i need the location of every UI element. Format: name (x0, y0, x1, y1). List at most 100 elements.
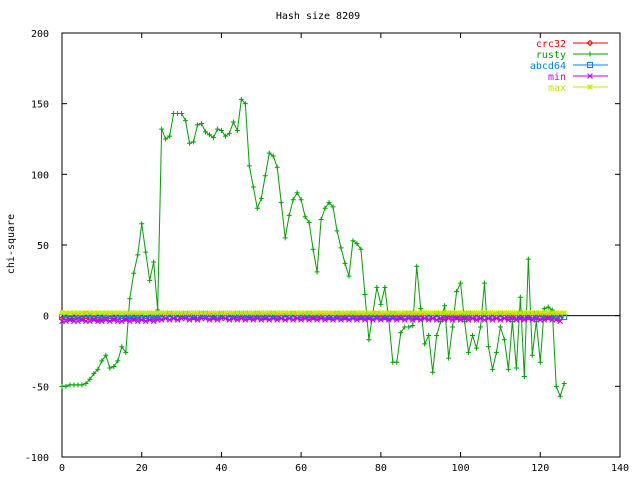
series-max-point (67, 309, 73, 316)
series-min-point (397, 315, 404, 322)
series-min-point (126, 318, 133, 325)
series-max-point (374, 309, 380, 316)
series-rusty-point (87, 376, 93, 382)
series-max-point (366, 309, 372, 316)
series-min-point (134, 318, 141, 325)
series-rusty-point (302, 214, 308, 220)
series-min-point (170, 315, 177, 322)
series-min-point (186, 317, 193, 323)
series-max-point (118, 309, 125, 316)
series-max-point (182, 309, 189, 316)
series-max-point (389, 309, 396, 316)
series-max-point (75, 309, 81, 316)
series-rusty-point (466, 349, 472, 355)
series-max-point (557, 309, 564, 316)
series-rusty-point (91, 371, 97, 377)
series-min-point (457, 317, 464, 323)
series-min-point (67, 317, 73, 323)
series-rusty-point (119, 344, 125, 350)
series-max-point (122, 309, 129, 316)
series-min-point (453, 315, 460, 322)
series-rusty-point (290, 197, 296, 203)
series-rusty-point (553, 383, 559, 389)
series-rusty-point (529, 352, 535, 358)
series-min-point (166, 317, 173, 323)
x-tick-label: 20 (136, 463, 148, 474)
series-max-point (278, 309, 285, 316)
series-rusty-point (398, 330, 404, 336)
series-rusty-point (163, 136, 169, 142)
legend-marker-min (587, 73, 593, 79)
series-max-point (497, 309, 504, 316)
legend-label-crc32: crc32 (536, 39, 566, 50)
x-tick-label: 80 (375, 463, 387, 474)
series-rusty-point (485, 344, 491, 350)
series-min-point (150, 318, 157, 325)
series-rusty-point (378, 301, 384, 307)
series-rusty-point (206, 132, 212, 138)
series-rusty-point (111, 364, 117, 370)
series-max-point (91, 309, 97, 316)
series-max-point (202, 309, 209, 316)
series-rusty-point (127, 296, 133, 302)
series-rusty-point (202, 129, 208, 135)
series-max-point (87, 309, 93, 316)
series-max-point (405, 309, 412, 316)
series-max-point (529, 309, 536, 316)
series-rusty-point (151, 259, 157, 265)
series-min-point (174, 317, 181, 323)
series-max-point (134, 309, 141, 316)
series-min-point (118, 318, 125, 325)
series-max-point (63, 309, 69, 316)
series-max-point (362, 309, 368, 316)
series-rusty-point (350, 238, 356, 244)
series-rusty-point (545, 304, 551, 310)
series-max-point (146, 309, 153, 316)
legend-label-min: min (548, 72, 566, 83)
series-max-point (378, 309, 384, 316)
series-min-point (346, 317, 352, 323)
series-max-point (194, 309, 201, 316)
x-tick-label: 100 (452, 463, 470, 474)
series-max-point (437, 309, 444, 316)
series-max-point (59, 309, 65, 316)
series-rusty-point (103, 352, 109, 358)
series-min-point (393, 317, 400, 323)
series-max-point (517, 309, 524, 316)
plot-frame (61, 32, 621, 458)
series-min-point (282, 317, 289, 323)
series-max-point (413, 309, 420, 316)
series-rusty-point (115, 358, 121, 364)
series-max-point (461, 309, 468, 316)
series-rusty-point (474, 345, 480, 351)
series-max-point (230, 309, 237, 316)
series-min-point (286, 315, 293, 322)
series-max-point (71, 309, 77, 316)
series-min-point (102, 317, 109, 323)
series-max-point (178, 309, 185, 316)
series-rusty-point (147, 277, 153, 283)
series-max-point (537, 309, 544, 316)
series-min-point (298, 317, 304, 323)
series-min-point (258, 317, 265, 323)
series-min-point (389, 315, 396, 322)
series-rusty-point (95, 366, 101, 372)
series-min-point (553, 317, 560, 323)
series-min-point (354, 317, 360, 323)
series-rusty-point (318, 217, 324, 223)
series-min-point (358, 315, 364, 322)
series-max-point (198, 309, 205, 316)
series-rusty-point (282, 235, 288, 241)
series-rusty-point (513, 365, 519, 371)
series-rusty-point (342, 260, 348, 266)
series-max-point (318, 309, 324, 316)
series-max-point (505, 309, 512, 316)
series-min-point (417, 317, 424, 323)
series-min-point (158, 317, 165, 323)
series-min-point (557, 318, 564, 325)
series-max-point (397, 309, 404, 316)
series-max-point (453, 309, 460, 316)
legend-label-rusty: rusty (536, 50, 566, 61)
series-min-point (350, 315, 356, 322)
